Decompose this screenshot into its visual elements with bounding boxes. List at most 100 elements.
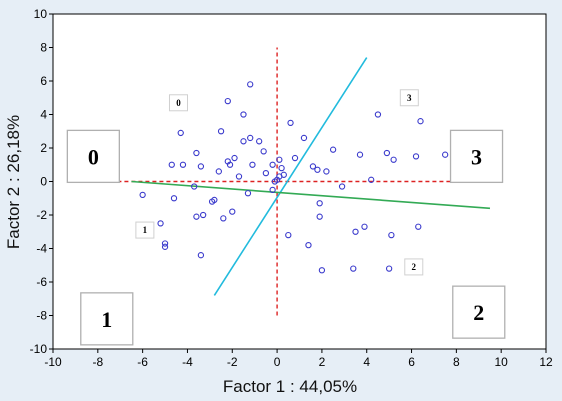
data-point	[256, 138, 263, 145]
data-point	[168, 161, 175, 168]
data-point	[161, 240, 169, 247]
x-axis-ticks: -10 -8 -6 -4 -2 0 2 4 6 8 10 12	[44, 349, 553, 369]
y-tick-label: -10	[30, 342, 48, 356]
data-point	[229, 208, 236, 215]
data-point	[179, 161, 187, 168]
region-label: 2	[473, 300, 484, 325]
data-point	[287, 119, 294, 127]
data-point	[240, 138, 247, 145]
data-point	[177, 129, 184, 137]
x-tick-label: -8	[92, 355, 103, 369]
data-point	[368, 176, 375, 183]
quadrant-label: 3	[407, 93, 412, 103]
region-label: 1	[101, 307, 112, 332]
data-point	[193, 149, 200, 157]
data-point	[197, 252, 205, 259]
data-point	[170, 195, 178, 202]
x-tick-label: -10	[44, 355, 62, 369]
region-label: 0	[88, 144, 99, 169]
data-point	[309, 163, 317, 170]
quadrant-label-box	[135, 221, 155, 239]
y-axis-ticks: -10 -8 -6 -4 -2 0 2 4 6 8 10	[30, 7, 53, 356]
data-point	[244, 190, 252, 197]
data-point	[417, 118, 424, 125]
data-point	[412, 153, 420, 160]
data-point	[285, 231, 292, 239]
data-point	[323, 168, 330, 175]
data-point	[249, 161, 256, 168]
data-point	[390, 156, 397, 163]
x-tick-label: 6	[408, 355, 415, 369]
x-tick-label: 0	[274, 355, 281, 369]
y-tick-label: 2	[40, 141, 47, 155]
data-point	[314, 166, 321, 173]
data-points	[139, 81, 449, 274]
x-tick-label: -2	[227, 355, 238, 369]
data-point	[291, 154, 299, 162]
region-label-box	[449, 129, 504, 184]
region-label: 3	[471, 144, 482, 169]
y-tick-label: 8	[40, 41, 47, 55]
region-labels: 0 1 2 3	[66, 129, 506, 346]
data-point	[338, 183, 346, 190]
region-label-box	[66, 129, 120, 184]
data-point	[276, 156, 283, 163]
data-point	[278, 164, 285, 172]
x-tick-label: 10	[495, 355, 509, 369]
data-point	[231, 154, 238, 162]
data-point	[300, 134, 308, 142]
data-point	[269, 161, 276, 168]
data-point	[442, 151, 449, 158]
data-point	[240, 111, 247, 118]
y-tick-label: -8	[36, 309, 47, 323]
data-point	[260, 148, 267, 155]
x-tick-label: 12	[539, 355, 553, 369]
quadrant-labels: 0 1 2 3	[135, 89, 424, 276]
data-point	[193, 213, 200, 220]
data-point	[385, 265, 393, 272]
data-point	[383, 149, 391, 157]
data-point	[262, 169, 270, 177]
cyan-line	[213, 57, 368, 296]
data-point	[247, 134, 254, 142]
quadrant-label: 2	[412, 262, 417, 272]
y-tick-label: 0	[40, 175, 47, 189]
data-point	[388, 231, 395, 239]
data-point	[247, 81, 254, 88]
data-point	[211, 196, 218, 204]
y-tick-label: -4	[36, 242, 47, 256]
data-point	[215, 168, 222, 175]
data-point	[350, 265, 357, 272]
data-point	[220, 215, 227, 222]
data-point	[329, 146, 337, 153]
quadrant-label-box	[404, 258, 424, 276]
y-tick-label: 10	[34, 7, 48, 21]
x-axis-title: Factor 1 : 44,05%	[223, 377, 357, 396]
quadrant-label: 1	[143, 225, 148, 235]
data-point	[415, 223, 422, 230]
data-point	[161, 243, 169, 250]
data-point	[199, 211, 207, 219]
data-point	[224, 97, 231, 105]
data-point	[352, 228, 359, 235]
region-label-box	[452, 285, 506, 339]
data-point	[139, 191, 146, 199]
x-tick-label: -6	[137, 355, 148, 369]
data-point	[269, 186, 276, 194]
data-point	[217, 128, 225, 135]
data-point	[226, 161, 234, 168]
data-point	[318, 267, 326, 274]
y-tick-label: 6	[40, 74, 47, 88]
quadrant-label-box	[399, 89, 419, 107]
data-point	[316, 213, 323, 220]
data-point	[157, 220, 164, 227]
data-point	[374, 111, 382, 118]
quadrant-label: 0	[176, 98, 181, 108]
x-tick-label: -4	[182, 355, 193, 369]
data-point	[316, 200, 323, 207]
data-point	[356, 151, 364, 158]
y-tick-label: -6	[36, 275, 47, 289]
data-point	[235, 173, 243, 180]
data-point	[191, 183, 198, 190]
